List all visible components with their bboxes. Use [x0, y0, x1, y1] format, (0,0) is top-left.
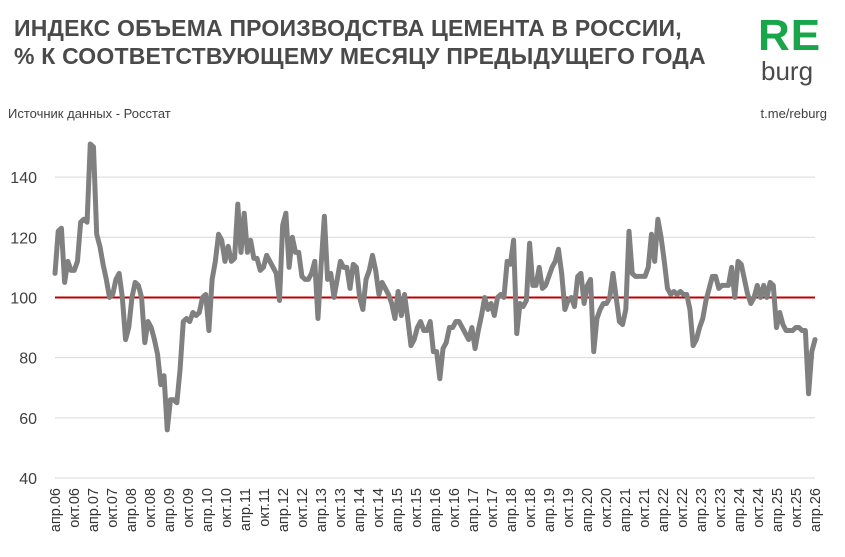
x-tick-label: окт.06 [67, 488, 83, 528]
data-source-label: Источник данных - Росстат [8, 106, 171, 121]
x-tick-label: окт.08 [143, 488, 159, 528]
series-line [52, 141, 818, 433]
x-tick-label: окт.17 [485, 488, 501, 528]
x-tick-label: апр.22 [656, 488, 672, 532]
x-tick-label: апр.07 [86, 488, 102, 532]
x-tick-label: окт.23 [713, 488, 729, 528]
title-line-2: % К СООТВЕТСТВУЮЩЕМУ МЕСЯЦУ ПРЕДЫДУЩЕГО … [14, 43, 706, 69]
x-tick-label: окт.07 [105, 488, 121, 528]
x-tick-label: апр.24 [732, 488, 748, 532]
x-tick-label: апр.13 [314, 488, 330, 532]
x-tick-label: окт.15 [409, 488, 425, 528]
x-tick-label: окт.18 [523, 488, 539, 528]
y-tick-label-80: 80 [19, 351, 37, 368]
x-tick-label: окт.09 [181, 488, 197, 528]
y-tick-label-140: 140 [10, 170, 37, 187]
y-tick-label-60: 60 [19, 411, 37, 428]
x-tick-label: окт.24 [751, 488, 767, 528]
x-tick-label: окт.14 [371, 488, 387, 528]
title-line-1: ИНДЕКС ОБЪЕМА ПРОИЗВОДСТВА ЦЕМЕНТА В РОС… [14, 15, 682, 41]
chart-title: ИНДЕКС ОБЪЕМА ПРОИЗВОДСТВА ЦЕМЕНТА В РОС… [14, 14, 706, 70]
x-tick-label: окт.21 [637, 488, 653, 528]
x-tick-label: окт.20 [599, 488, 615, 528]
x-tick-label: апр.10 [200, 488, 216, 532]
logo-sub-text: burg [761, 56, 814, 86]
x-tick-label: апр.11 [238, 488, 254, 531]
x-axis-ticks: апр.06 окт.06 апр.07 окт.07 апр.08 окт.08 апр.… [48, 488, 824, 532]
x-tick-label: окт.25 [789, 488, 805, 528]
x-tick-label: апр.12 [276, 488, 292, 532]
x-tick-label: окт.19 [561, 488, 577, 528]
x-tick-label: апр.06 [48, 488, 64, 532]
x-tick-label: апр.08 [124, 488, 140, 532]
x-tick-label: апр.20 [580, 488, 596, 532]
x-tick-label: апр.17 [466, 488, 482, 532]
x-tick-label: окт.16 [447, 488, 463, 528]
x-tick-label: апр.18 [504, 488, 520, 532]
logo-main-text: RE [758, 11, 822, 60]
series-line-group [52, 141, 818, 433]
y-tick-label-100: 100 [10, 290, 37, 307]
x-tick-label: апр.19 [542, 488, 558, 532]
x-tick-label: апр.09 [162, 488, 178, 532]
x-tick-label: окт.11 [257, 488, 273, 527]
x-tick-label: окт.22 [675, 488, 691, 528]
x-tick-label: окт.10 [219, 488, 235, 528]
x-tick-label: окт.12 [295, 488, 311, 528]
x-tick-label: апр.16 [428, 488, 444, 532]
x-tick-label: окт.13 [333, 488, 349, 528]
channel-link[interactable]: t.me/reburg [760, 106, 827, 121]
y-tick-label-40: 40 [19, 471, 37, 488]
x-tick-label: апр.21 [618, 488, 634, 532]
x-tick-label: апр.23 [694, 488, 710, 532]
y-axis-ticks: 40 60 80 100 120 140 [10, 170, 37, 488]
x-tick-label: апр.15 [390, 488, 406, 532]
x-tick-label: апр.14 [352, 488, 368, 532]
x-tick-label: апр.26 [808, 488, 824, 532]
reburg-logo: RE burg [758, 11, 828, 86]
y-tick-label-120: 120 [10, 230, 37, 247]
x-tick-label: апр.25 [770, 488, 786, 532]
